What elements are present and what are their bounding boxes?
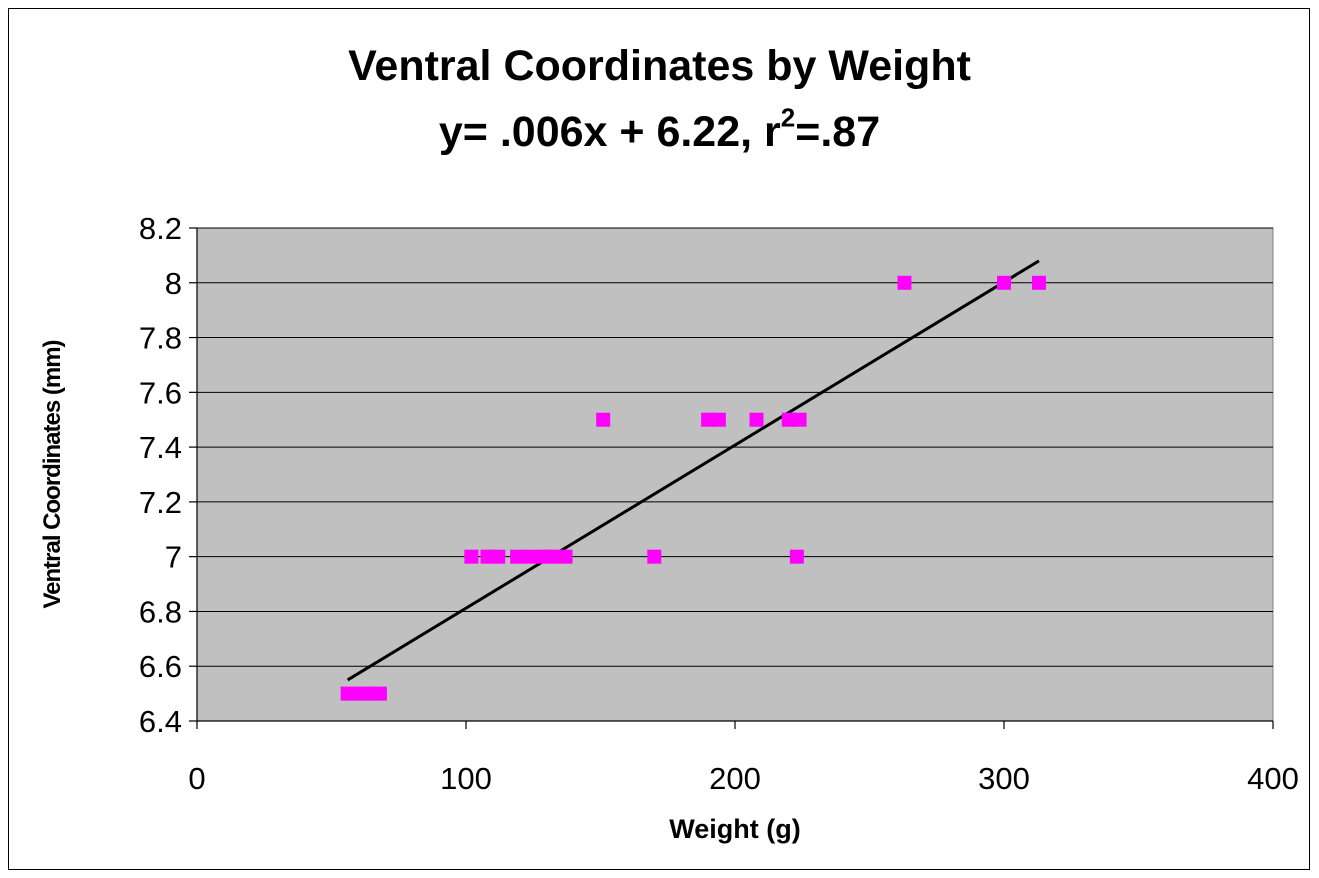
y-tick-label: 6.8 [139, 594, 182, 629]
data-point-18 [793, 413, 807, 427]
y-axis-label: Ventral Coordinates (mm) [39, 340, 66, 608]
data-point-3 [373, 687, 387, 701]
x-tick-label: 400 [1247, 761, 1299, 796]
data-point-12 [596, 413, 610, 427]
data-point-4 [464, 550, 478, 564]
data-point-16 [750, 413, 764, 427]
y-tick-label: 8.2 [139, 211, 182, 246]
y-tick-label: 7 [165, 540, 182, 575]
data-point-21 [997, 276, 1011, 290]
data-point-13 [647, 550, 661, 564]
data-point-6 [491, 550, 505, 564]
data-point-7 [510, 550, 524, 564]
data-point-8 [524, 550, 538, 564]
y-tick-label: 7.2 [139, 485, 182, 520]
data-point-22 [1032, 276, 1046, 290]
x-tick-label: 100 [440, 761, 492, 796]
y-tick-label: 7.6 [139, 375, 182, 410]
y-tick-label: 7.4 [139, 430, 182, 465]
y-tick-label: 6.6 [139, 649, 182, 684]
data-point-20 [897, 276, 911, 290]
data-point-19 [790, 550, 804, 564]
y-tick-label: 8 [165, 266, 182, 301]
data-point-11 [559, 550, 573, 564]
y-tick-label: 6.4 [139, 704, 182, 739]
x-axis-label: Weight (g) [669, 814, 800, 844]
x-tick-label: 300 [978, 761, 1030, 796]
x-tick-label: 200 [709, 761, 761, 796]
plot-area [197, 228, 1273, 721]
x-tick-label: 0 [188, 761, 205, 796]
y-tick-label: 7.8 [139, 321, 182, 356]
data-point-15 [712, 413, 726, 427]
